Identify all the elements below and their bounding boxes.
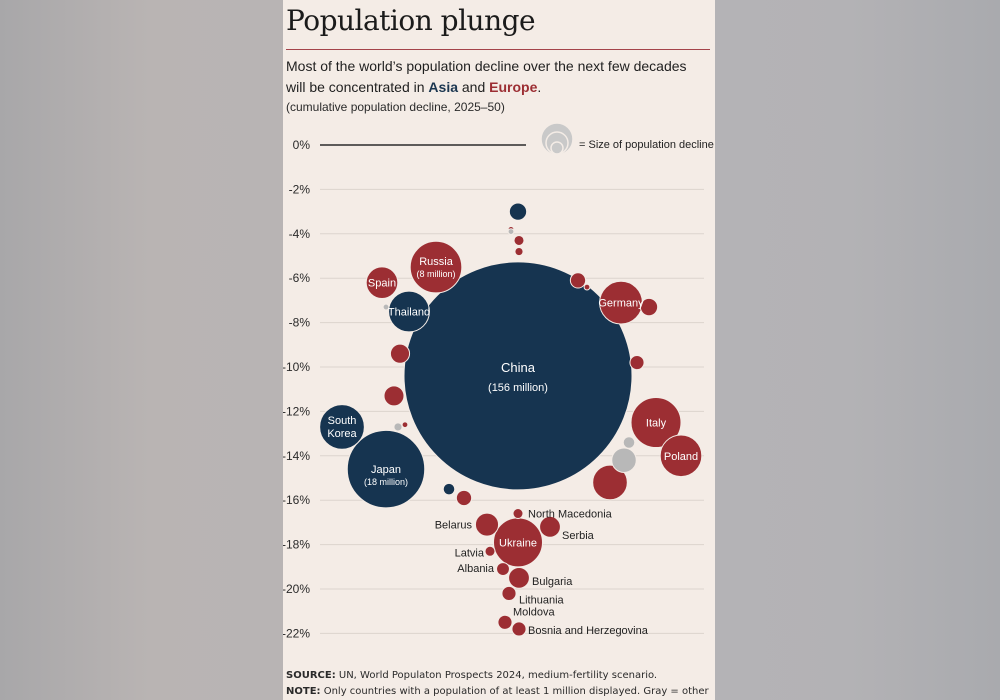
label-line: Korea (327, 428, 357, 440)
y-axis-labels: 0% -2% -4% -6% -8% -10% -12% -14% -16% -18% -20% -2… (283, 138, 310, 640)
label-line: South (328, 415, 357, 427)
label-germany: Germany (598, 298, 644, 310)
label-south-korea: South Korea (327, 415, 357, 440)
subtitle-period: . (537, 79, 542, 95)
y-tick-label: 0% (293, 138, 311, 152)
label-poland: Poland (664, 451, 698, 463)
chart-subtitle: Most of the world’s population decline o… (286, 56, 706, 98)
bubble-unlabeled (508, 202, 528, 221)
bubble-unlabeled (514, 246, 524, 257)
subtitle-europe: Europe (489, 79, 538, 95)
sublabel-china: (156 million) (488, 382, 548, 394)
bubble-unlabeled (513, 234, 525, 246)
bubble-chart: 0% -2% -4% -6% -8% -10% -12% -14% -16% -18% -20% -2… (283, 122, 714, 640)
bubble-unlabeled (629, 354, 645, 371)
bubble-bosnia-and-herzegovina (511, 621, 527, 637)
bubble-unlabeled (442, 482, 456, 496)
chart-subnote: (cumulative population decline, 2025–50) (286, 100, 505, 114)
label-thailand: Thailand (388, 307, 430, 319)
note-label: NOTE: (286, 686, 321, 697)
label-spain: Spain (368, 278, 396, 290)
label-north-macedonia: North Macedonia (528, 509, 613, 521)
label-ukraine: Ukraine (499, 537, 537, 549)
label-moldova: Moldova (513, 606, 555, 618)
subtitle-text: Most of the world’s population decline o… (286, 58, 687, 95)
chart-title: Population plunge (286, 4, 536, 37)
y-tick-label: -18% (283, 538, 310, 552)
source-text: UN, World Populaton Prospects 2024, medi… (335, 670, 658, 681)
bubble-italy (630, 397, 682, 448)
bubble-unlabeled (455, 489, 473, 507)
bubble-spain (365, 266, 399, 299)
chart-card: Population plunge Most of the world’s po… (283, 0, 715, 700)
bubble-lithuania (501, 585, 517, 602)
label-japan: Japan (371, 464, 401, 476)
label-italy: Italy (646, 418, 667, 430)
bubble-serbia (539, 515, 561, 538)
label-bulgaria: Bulgaria (532, 576, 573, 588)
bubble-unlabeled (622, 436, 636, 449)
label-serbia: Serbia (562, 530, 595, 542)
label-lithuania: Lithuania (519, 594, 565, 606)
bubble-russia (409, 240, 463, 294)
bubble-unlabeled (639, 297, 659, 317)
y-tick-label: -2% (289, 182, 311, 196)
subtitle-asia: Asia (428, 79, 458, 95)
bubble-unlabeled (592, 464, 628, 501)
y-tick-label: -10% (283, 360, 310, 374)
bubble-belarus (474, 512, 500, 537)
note-line: NOTE: Only countries with a population o… (286, 684, 714, 700)
size-legend: = Size of population decline (540, 122, 714, 156)
sublabel-russia: (8 million) (416, 269, 455, 279)
bubble-japan (346, 429, 426, 509)
bubble-albania (496, 562, 510, 576)
bubble-unlabeled (507, 228, 515, 235)
y-tick-label: -20% (283, 582, 310, 596)
legend-bubble-small (550, 141, 564, 155)
bubble-latvia (484, 545, 496, 557)
bubble-unlabeled (389, 343, 411, 364)
bubble-unlabeled (393, 422, 403, 432)
bubbles: China (156 million) Japan(18 million) South… (319, 202, 703, 637)
bubble-unlabeled (383, 385, 405, 407)
label-belarus: Belarus (435, 520, 473, 532)
bubble-unlabeled (401, 421, 409, 429)
bubble-south-korea (319, 404, 365, 450)
bubble-bulgaria (508, 566, 530, 589)
label-bosnia-and-herzegovina: Bosnia and Herzegovina (528, 625, 649, 637)
sublabel-japan: (18 million) (364, 477, 408, 487)
label-latvia: Latvia (455, 547, 485, 559)
y-tick-label: -12% (283, 404, 310, 418)
y-tick-label: -6% (289, 271, 311, 285)
label-russia: Russia (419, 256, 454, 268)
y-tick-label: -4% (289, 227, 311, 241)
bubble-unlabeled (382, 303, 390, 311)
title-rule (286, 49, 710, 50)
bubble-china (403, 261, 633, 491)
bubble-thailand (388, 290, 430, 333)
legend-label: = Size of population decline (579, 139, 714, 151)
y-tick-label: -16% (283, 493, 310, 507)
bubble-moldova (497, 614, 513, 630)
label-albania: Albania (457, 563, 495, 575)
bubble-north-macedonia (512, 508, 524, 520)
y-tick-label: -22% (283, 626, 310, 640)
bubble-unlabeled (611, 447, 637, 473)
subtitle-and: and (458, 79, 490, 95)
chart-footer: SOURCE: UN, World Populaton Prospects 20… (286, 668, 714, 700)
y-tick-label: -8% (289, 316, 311, 330)
source-line: SOURCE: UN, World Populaton Prospects 20… (286, 668, 714, 684)
y-tick-label: -14% (283, 449, 310, 463)
bubble-unlabeled (569, 272, 587, 289)
label-china: China (501, 360, 536, 375)
note-text: Only countries with a population of at l… (323, 686, 709, 697)
source-label: SOURCE: (286, 670, 336, 681)
bubble-poland (659, 434, 703, 478)
bubble-unlabeled (583, 283, 591, 291)
